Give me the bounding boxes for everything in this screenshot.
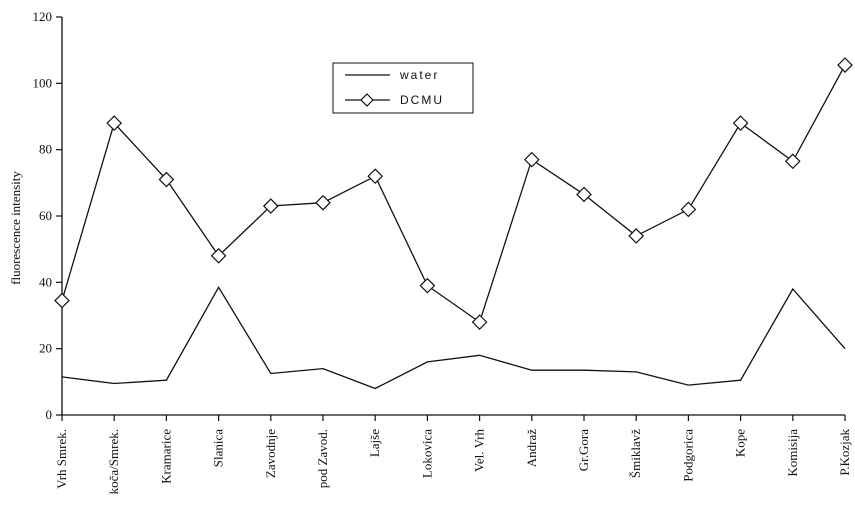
data-point (368, 169, 382, 183)
data-point (838, 58, 852, 72)
data-point (420, 279, 434, 293)
x-tick-label: Lajše (367, 429, 382, 457)
legend-label: water (399, 68, 439, 82)
data-point (577, 187, 591, 201)
data-point (734, 116, 748, 130)
y-tick-label: 0 (46, 407, 53, 422)
x-tick-label: Komisija (785, 429, 800, 477)
x-tick-label: P.Kozjak (837, 429, 852, 476)
legend: water DCMU (333, 63, 473, 113)
data-point (786, 154, 800, 168)
y-axis-ticks: 0 20 40 60 80 100 120 (33, 9, 63, 422)
series-line (62, 287, 845, 388)
y-tick-label: 40 (39, 274, 52, 289)
data-point (629, 229, 643, 243)
data-point (55, 294, 69, 308)
x-tick-label: Kramarice (158, 429, 173, 484)
y-axis-title: fluorescence intensity (8, 171, 23, 285)
x-tick-label: Gr.Gora (576, 429, 591, 471)
series-water (62, 287, 845, 388)
x-axis-ticks: Vrh Smrek. koča/Smrek. Kramarice Slanica Zav… (54, 415, 852, 494)
y-tick-label: 120 (33, 9, 53, 24)
legend-label: DCMU (400, 93, 444, 107)
y-tick-label: 60 (39, 208, 52, 223)
y-tick-label: 100 (33, 75, 53, 90)
data-point (473, 315, 487, 329)
y-tick-label: 20 (39, 341, 52, 356)
x-tick-label: Slanica (211, 429, 226, 467)
x-tick-label: Zavodnje (263, 429, 278, 478)
x-tick-label: koča/Smrek. (106, 429, 121, 494)
x-tick-label: pod Zavod. (315, 429, 330, 488)
data-point (316, 196, 330, 210)
data-point (681, 202, 695, 216)
x-tick-label: Vrh Smrek. (54, 429, 69, 489)
x-tick-label: Vel. Vrh (472, 429, 487, 473)
x-tick-label: Podgorica (680, 429, 695, 482)
x-tick-label: Šmiklavž (628, 429, 643, 478)
x-tick-label: Kope (733, 429, 748, 457)
y-tick-label: 80 (39, 142, 52, 157)
x-tick-label: Andraž (524, 429, 539, 467)
data-point (525, 153, 539, 167)
x-tick-label: Lokovica (419, 429, 434, 478)
